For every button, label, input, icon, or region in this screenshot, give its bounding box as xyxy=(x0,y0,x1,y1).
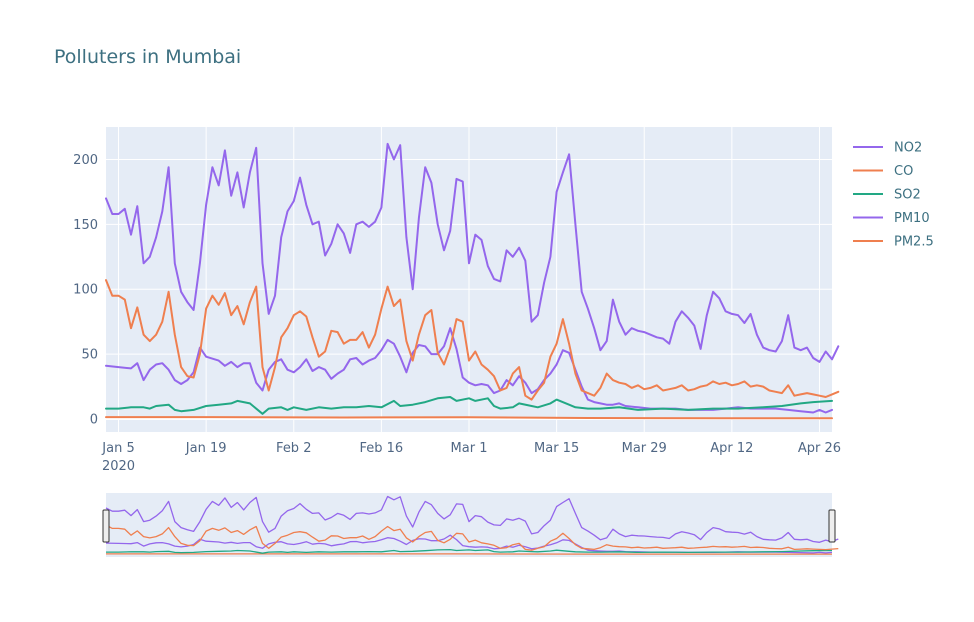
y-axis: 0 50 100 150 200 xyxy=(73,153,98,428)
legend-label: PM10 xyxy=(894,211,930,226)
grid xyxy=(106,127,832,432)
legend[interactable]: NO2 CO SO2 PM10 PM2.5 xyxy=(853,141,934,250)
legend-item-pm25[interactable]: PM2.5 xyxy=(853,235,934,250)
y-tick-label: 150 xyxy=(73,218,98,233)
series-line-so2 xyxy=(105,396,833,415)
legend-item-pm10[interactable]: PM10 xyxy=(853,211,930,226)
legend-label: NO2 xyxy=(894,141,922,156)
series-line-pm25 xyxy=(105,279,840,401)
range-slider-preview xyxy=(105,495,839,555)
range-slider-line-pm25 xyxy=(105,524,839,551)
x-tick-label: Feb 16 xyxy=(360,441,404,456)
y-tick-label: 50 xyxy=(81,348,98,363)
legend-item-no2[interactable]: NO2 xyxy=(853,141,922,156)
y-tick-label: 0 xyxy=(90,413,98,428)
series-line-pm10 xyxy=(105,142,840,363)
y-tick-label: 200 xyxy=(73,153,98,168)
y-tick-label: 100 xyxy=(73,283,98,298)
x-axis: Jan 5 2020 Jan 19 Feb 2 Feb 16 Mar 1 Mar 15 Mar… xyxy=(101,441,841,474)
x-tick-sublabel: 2020 xyxy=(102,459,135,474)
legend-item-co[interactable]: CO xyxy=(853,164,913,179)
range-slider-right-handle[interactable] xyxy=(828,509,836,543)
range-slider[interactable] xyxy=(102,493,839,557)
range-slider-line-pm10 xyxy=(105,495,839,543)
x-tick-label: Mar 29 xyxy=(622,441,667,456)
x-tick-label: Apr 12 xyxy=(710,441,753,456)
chart-title: Polluters in Mumbai xyxy=(54,46,241,68)
legend-label: PM2.5 xyxy=(894,235,934,250)
series-layer xyxy=(105,142,840,420)
x-tick-label: Mar 15 xyxy=(534,441,579,456)
legend-label: CO xyxy=(894,164,913,179)
legend-label: SO2 xyxy=(894,188,921,203)
range-slider-left-handle[interactable] xyxy=(102,509,110,543)
x-tick-label: Mar 1 xyxy=(451,441,488,456)
x-tick-label: Jan 19 xyxy=(185,441,227,456)
legend-item-so2[interactable]: SO2 xyxy=(853,188,921,203)
series-line-co xyxy=(105,416,833,420)
x-tick-label: Jan 5 xyxy=(101,441,134,456)
series-line-no2 xyxy=(105,327,833,414)
x-tick-label: Feb 2 xyxy=(276,441,311,456)
range-slider-line-so2 xyxy=(106,548,833,554)
x-tick-label: Apr 26 xyxy=(798,441,841,456)
